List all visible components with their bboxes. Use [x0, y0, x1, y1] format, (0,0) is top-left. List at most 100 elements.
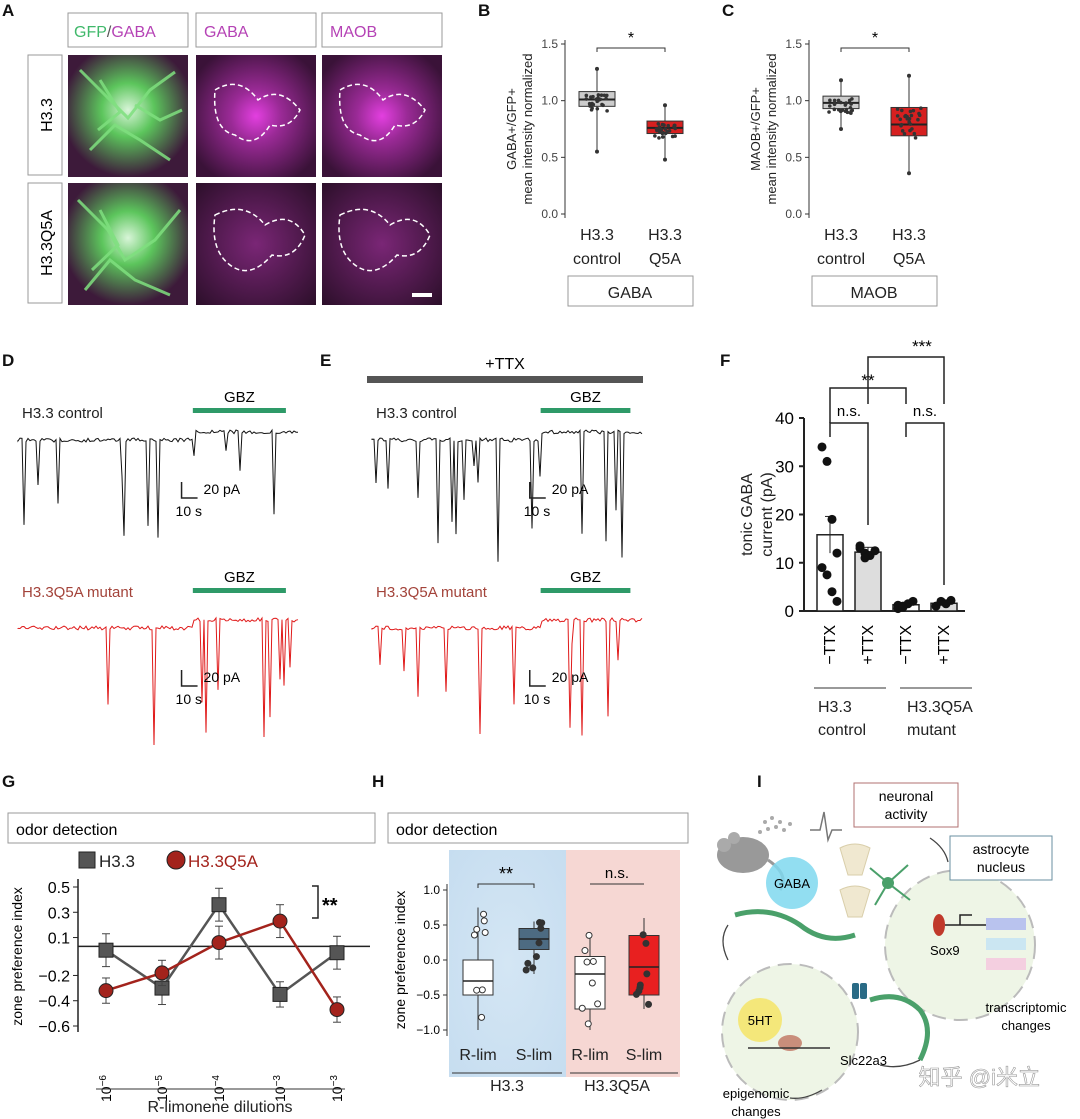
gbz-bar [540, 408, 631, 413]
data-point [895, 114, 900, 118]
legend-label: H3.3Q5A [188, 852, 259, 871]
data-point [605, 109, 609, 113]
data-point [583, 958, 591, 966]
ns-bracket [829, 422, 869, 525]
sox9-label: Sox9 [930, 943, 960, 958]
significance-bracket [596, 47, 666, 52]
data-point [645, 1000, 653, 1008]
y-tick-label: 0.5 [48, 880, 70, 897]
scale-bar [412, 293, 432, 297]
group-label: MAOB [850, 285, 897, 302]
astro-process-1 [734, 909, 856, 941]
x-category-label: Q5A [893, 251, 925, 268]
data-point [899, 108, 904, 113]
data-point [898, 117, 903, 122]
data-point [604, 96, 608, 101]
data-point [585, 931, 593, 939]
data-point [832, 101, 837, 106]
x-category-label: H3.3 [648, 227, 682, 244]
y-tick-label: 0.0 [785, 207, 802, 221]
data-point [898, 602, 908, 612]
legend-marker-circle [166, 850, 186, 870]
data-point [827, 110, 831, 114]
gbz-bar [540, 588, 631, 593]
data-point [917, 111, 921, 116]
x-tick-label: 10−3 [329, 1075, 345, 1102]
data-point [836, 107, 841, 112]
data-point [911, 108, 916, 113]
x-tick-base: 10 [272, 1086, 288, 1102]
y-axis-label: MAOB+/GFP+ [748, 87, 763, 171]
row-header-box-2 [27, 182, 63, 304]
ns-label: n.s. [837, 403, 861, 420]
scale-amp-label: 20 pA [552, 669, 589, 685]
series-line [105, 919, 339, 1011]
data-point [899, 123, 903, 128]
data-point [657, 136, 661, 140]
data-point [907, 120, 911, 124]
data-marker-square [272, 986, 288, 1002]
scale-bars [529, 670, 546, 687]
panel-a-col-headers: GFP/GABA GABA MAOB [67, 12, 443, 48]
y-tick-label: 1.5 [785, 37, 802, 51]
gaba-bubble [766, 857, 818, 909]
ns-bracket [905, 422, 945, 585]
data-point [639, 931, 647, 939]
panel-a-row-headers: H3.3 H3.3Q5A [27, 54, 63, 304]
panel-f: 0 10 20 30 40 tonic GABA current (pA) −TTX +TTX −… [739, 337, 973, 739]
x-tick-exponent: −3 [329, 1075, 340, 1087]
y-tick-label: 40 [775, 409, 794, 428]
data-point [605, 93, 609, 98]
neuronal-activity-box [853, 782, 959, 828]
data-point [591, 94, 595, 99]
g-banner: odor detection [16, 822, 117, 839]
data-point [850, 97, 854, 101]
ns-label: n.s. [913, 403, 937, 420]
x-tick-base: 10 [211, 1086, 227, 1102]
y-tick-label: −0.5 [416, 988, 440, 1002]
current-trace [371, 429, 643, 562]
outlier-point [663, 157, 667, 162]
panel-letter-i: I [757, 772, 762, 791]
scale-time-label: 10 s [176, 503, 202, 519]
data-point [832, 98, 837, 103]
y-axis-label: zone preference index [9, 887, 25, 1026]
x-category-label: R-lim [571, 1047, 608, 1064]
group-label-box [811, 275, 938, 307]
x-tick-label: 10−3 [272, 1075, 288, 1102]
panel-letter-d: D [2, 351, 14, 370]
data-point [895, 107, 900, 111]
data-marker-square [211, 897, 227, 913]
ttx-bar [367, 376, 643, 383]
sig-bracket [477, 883, 535, 888]
sox9-arrow [945, 914, 990, 926]
data-point [840, 108, 845, 112]
x-category-label: +TTX [936, 625, 953, 665]
outlier-point [839, 78, 843, 83]
outlier-point [839, 127, 843, 131]
transcript-bar-1 [986, 918, 1026, 930]
outlier-point [907, 73, 911, 78]
scale-amp-label: 20 pA [204, 669, 241, 685]
group-label: H3.3 [490, 1078, 524, 1095]
data-point [599, 93, 604, 98]
sig-label: n.s. [605, 865, 629, 882]
scale-bars [529, 482, 546, 499]
y-axis-label: GABA+/GFP+ [504, 88, 519, 170]
data-point [849, 102, 853, 106]
data-point [584, 97, 589, 101]
y-tick-label: −0.6 [38, 1019, 70, 1036]
data-point [870, 546, 880, 556]
sig-label: *** [912, 337, 932, 356]
data-point [672, 123, 677, 128]
sig-label: ** [322, 895, 338, 917]
current-trace [17, 428, 299, 538]
data-point [584, 1020, 592, 1028]
sig-bracket [312, 885, 319, 919]
data-point [480, 917, 488, 925]
x-tick-label: 10−4 [211, 1075, 227, 1102]
epigenomic-line1: epigenomic [723, 1086, 790, 1101]
col-header-gaba: GABA [204, 24, 249, 41]
